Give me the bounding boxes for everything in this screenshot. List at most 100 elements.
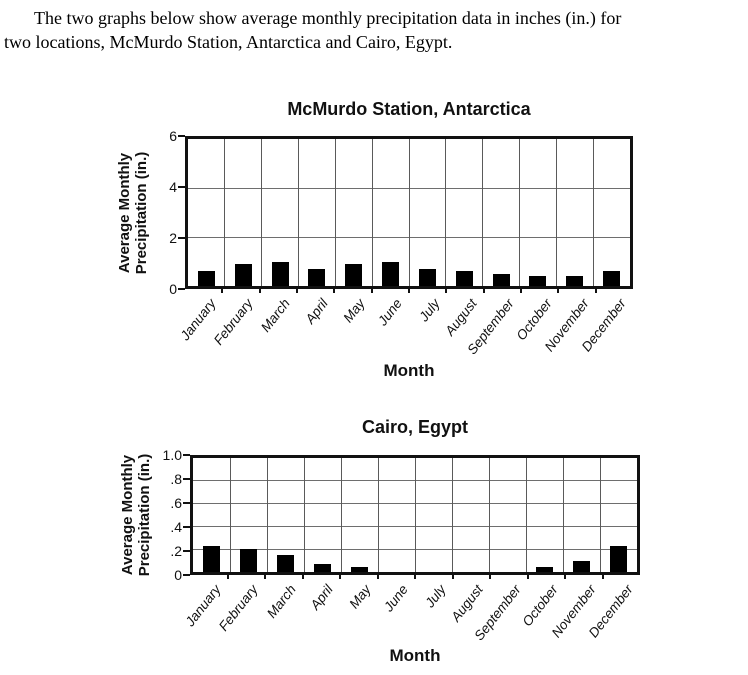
gridline-vertical [266,458,268,572]
x-tick-mark [333,289,336,293]
x-tick-label-august: August [448,582,487,625]
gridline-vertical [298,139,299,286]
gridline-vertical [408,139,410,286]
x-tick-mark [301,575,304,579]
gridline-vertical [261,139,263,286]
y-axis-title-line-2: Precipitation (in.) [136,453,153,577]
x-tick-mark [482,289,485,293]
bar-april [314,564,331,572]
y-tick-mark [183,502,190,504]
bar-july [418,268,436,286]
gridline-vertical [592,139,594,286]
gridline-vertical [482,139,484,286]
intro-paragraph: The two graphs below show average monthl… [4,6,744,54]
gridline-vertical [377,458,379,572]
y-tick-label: 6 [169,128,177,144]
bar-february [234,263,252,286]
bar-may [351,567,368,572]
x-tick-mark [370,289,373,293]
gridline-vertical [414,458,416,572]
y-tick-label: 0 [169,281,177,297]
gridline-vertical [555,139,557,286]
x-tick-mark [557,289,560,293]
x-tick-mark [258,289,261,293]
x-tick-mark [564,575,566,579]
y-tick-label: 4 [169,179,177,195]
y-axis-title-cairo: Average Monthly Precipitation (in.) [119,355,153,675]
gridline-vertical [488,458,490,572]
bar-march [271,261,289,286]
bar-september [492,273,510,286]
x-tick-label-may: May [340,296,368,326]
x-tick-label-march: March [263,582,299,621]
gridline-vertical [451,458,453,572]
y-tick-mark [178,237,185,239]
y-tick-label: 0 [174,567,182,583]
gridline-vertical [519,139,520,286]
bar-june [382,261,400,286]
intro-line-1: The two graphs below show average monthl… [34,8,622,28]
x-tick-mark [339,575,341,579]
x-tick-label-july: July [421,582,449,611]
intro-line-2: two locations, McMurdo Station, Antarcti… [4,32,453,52]
x-tick-mark [296,289,298,293]
plot-area-cairo [190,455,640,575]
y-tick-mark [183,574,190,576]
x-tick-label-june: June [381,582,412,615]
y-tick-label: .4 [170,519,182,535]
bar-january [197,271,215,286]
y-tick-mark [183,478,190,480]
x-axis-title-cairo: Month [389,646,441,665]
bar-december [603,271,621,286]
x-tick-mark [601,575,604,579]
y-tick-mark [178,288,185,290]
x-tick-mark [594,289,597,293]
bar-march [277,554,294,572]
x-tick-mark [408,289,410,293]
y-tick-label: .6 [170,495,182,511]
y-tick-mark [183,454,190,456]
y-tick-label: 1.0 [162,447,182,463]
gridline-vertical [340,458,342,572]
x-tick-mark [376,575,379,579]
x-tick-mark [526,575,529,579]
gridline-vertical [334,139,336,286]
bar-november [566,276,584,286]
x-tick-label-march: March [258,296,294,335]
x-tick-mark [414,575,416,579]
gridline-vertical [371,139,373,286]
y-axis-title-mcmurdo: Average Monthly Precipitation (in.) [116,53,150,373]
x-tick-label-july: July [415,296,443,325]
bar-december [610,545,627,572]
bar-february [240,549,257,572]
bar-november [573,560,590,572]
y-tick-mark [183,550,190,552]
x-tick-mark [226,575,229,579]
gridline-vertical [562,458,564,572]
bar-october [536,567,553,572]
x-tick-mark [451,575,454,579]
chart-title-cairo: Cairo, Egypt [361,417,468,437]
y-axis-title-line-1: Average Monthly [116,152,133,274]
x-tick-mark [221,289,224,293]
x-tick-label-june: June [375,296,406,329]
chart-title-mcmurdo: McMurdo Station, Antarctica [287,99,531,119]
y-tick-label: .8 [170,471,182,487]
bar-january [203,545,220,572]
x-tick-mark [520,289,522,293]
gridline-vertical [599,458,601,572]
y-axis-title-line-2: Precipitation (in.) [133,151,150,275]
x-tick-mark [445,289,448,293]
plot-area-mcmurdo [185,136,633,289]
bar-august [455,271,473,286]
gridline-vertical [303,458,305,572]
x-tick-mark [264,575,266,579]
x-tick-mark [489,575,491,579]
gridline-vertical [229,458,231,572]
y-axis-title-line-1: Average Monthly [119,454,136,576]
bar-april [308,268,326,286]
gridline-vertical [445,139,447,286]
y-tick-mark [178,135,185,137]
bar-may [345,263,363,286]
